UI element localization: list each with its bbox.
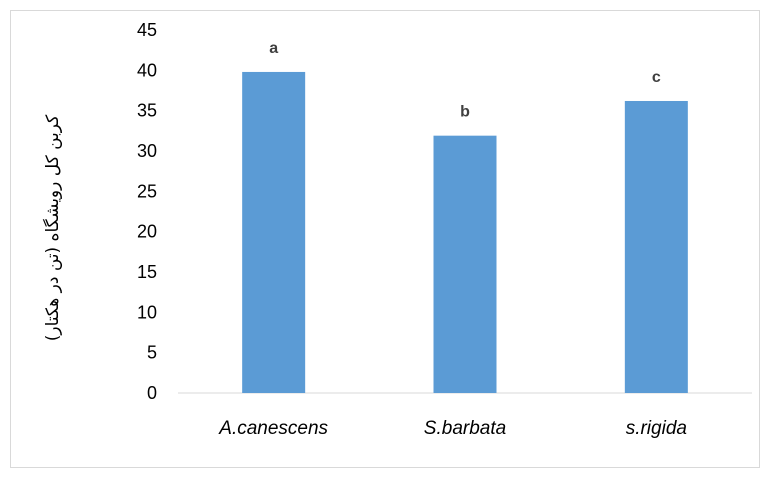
y-tick-label: 0 [147,383,157,403]
y-tick-label: 15 [137,262,157,282]
data-label: c [652,69,661,86]
category-label: S.barbata [424,418,506,439]
y-tick-label: 10 [137,302,157,322]
y-tick-label: 35 [137,101,157,121]
y-tick-labels: 0 5 10 15 20 25 30 35 40 45 [137,20,157,403]
y-tick-label: 45 [137,20,157,40]
bar [242,71,306,394]
category-label: A.canescens [218,418,328,439]
y-tick-label: 25 [137,181,157,201]
data-label: a [269,40,278,57]
data-label: b [460,104,470,121]
y-tick-label: 5 [147,343,157,363]
category-labels: A.canescens S.barbata s.rigida [218,418,687,439]
y-tick-label: 40 [137,60,157,80]
data-labels: a b c [269,40,661,121]
bar [624,100,688,393]
y-tick-label: 20 [137,222,157,242]
y-tick-label: 30 [137,141,157,161]
y-axis-title: کربن کل رویشگاه (تن در هکتار) [42,114,63,341]
category-label: s.rigida [626,418,687,439]
bars [242,71,688,394]
y-axis-title-group: کربن کل رویشگاه (تن در هکتار) [42,114,63,341]
bar [433,135,497,393]
